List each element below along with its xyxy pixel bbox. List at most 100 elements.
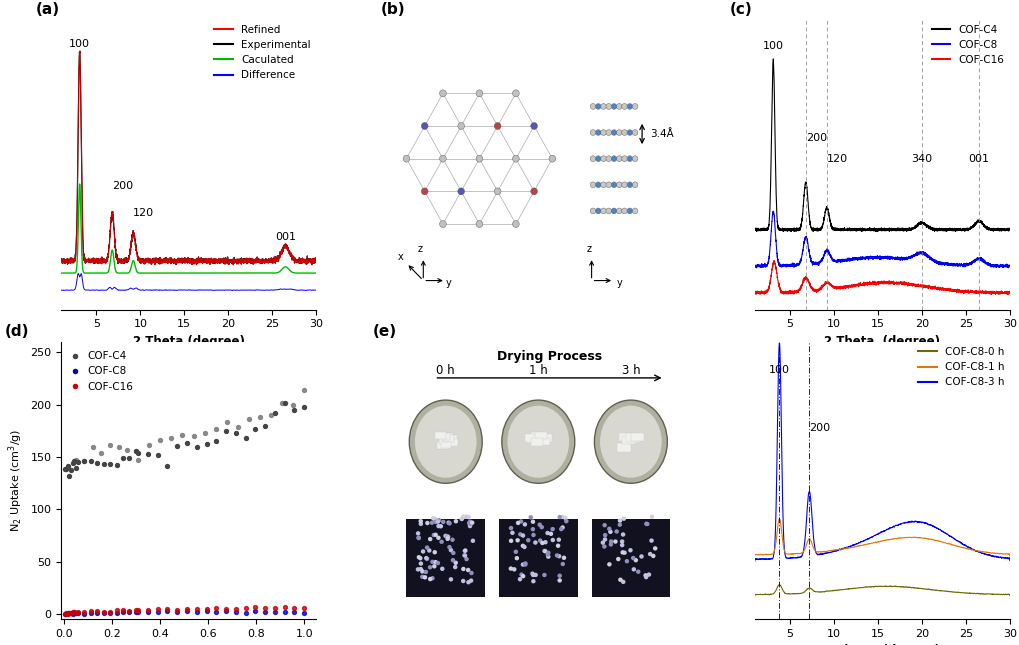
Point: [66, 607, 83, 617]
Circle shape: [545, 552, 549, 557]
Circle shape: [539, 525, 543, 530]
Point: [189, 604, 205, 614]
Point: [89, 606, 105, 616]
Point: [57, 464, 73, 475]
Point: [89, 608, 105, 618]
Point: [121, 607, 138, 617]
Point: [83, 606, 99, 617]
Circle shape: [429, 521, 434, 525]
Point: [159, 604, 175, 614]
Point: [70, 608, 87, 618]
Ellipse shape: [415, 406, 476, 478]
Point: [150, 604, 166, 615]
Circle shape: [550, 527, 554, 531]
Point: [150, 450, 166, 460]
Point: [208, 435, 224, 446]
Circle shape: [427, 548, 431, 553]
Circle shape: [602, 523, 606, 528]
Point: [240, 413, 257, 424]
Circle shape: [632, 103, 637, 109]
Circle shape: [447, 521, 451, 526]
Point: [108, 605, 124, 615]
Point: [58, 608, 74, 619]
Circle shape: [633, 558, 638, 562]
Bar: [535, 435, 547, 442]
Text: Drying Process: Drying Process: [496, 350, 601, 363]
Bar: [438, 442, 448, 450]
Point: [63, 608, 79, 619]
Circle shape: [632, 130, 637, 135]
Text: 200: 200: [112, 181, 133, 191]
Circle shape: [418, 519, 423, 523]
Point: [237, 608, 254, 618]
Point: [218, 425, 234, 435]
Legend: Refined, Experimental, Caculated, Difference: Refined, Experimental, Caculated, Differ…: [214, 25, 311, 80]
Circle shape: [611, 183, 615, 187]
Circle shape: [512, 155, 519, 162]
Circle shape: [514, 550, 518, 554]
Bar: [442, 438, 453, 445]
Text: 340: 340: [910, 154, 931, 164]
Circle shape: [516, 521, 520, 525]
Ellipse shape: [501, 400, 575, 483]
Circle shape: [628, 548, 632, 553]
Bar: [406, 519, 484, 597]
Circle shape: [521, 533, 525, 538]
Circle shape: [556, 554, 560, 559]
Point: [274, 398, 290, 408]
Circle shape: [622, 182, 627, 188]
Point: [102, 608, 118, 618]
Circle shape: [632, 208, 637, 213]
Point: [198, 439, 214, 449]
Point: [150, 607, 166, 617]
Circle shape: [416, 535, 421, 540]
Circle shape: [627, 130, 632, 135]
Circle shape: [452, 565, 457, 570]
Circle shape: [590, 155, 595, 161]
Circle shape: [556, 578, 561, 582]
Circle shape: [433, 520, 437, 524]
Circle shape: [622, 103, 627, 109]
Point: [227, 604, 244, 614]
Circle shape: [606, 526, 611, 531]
Point: [247, 606, 263, 616]
Circle shape: [540, 541, 544, 545]
Point: [115, 605, 131, 615]
Circle shape: [421, 550, 425, 553]
X-axis label: 2 Theta (degree): 2 Theta (degree): [132, 335, 245, 348]
Text: z: z: [586, 244, 591, 253]
X-axis label: 2 Theta  (degree): 2 Theta (degree): [823, 335, 940, 348]
Circle shape: [512, 221, 519, 228]
Circle shape: [515, 556, 519, 561]
Point: [163, 433, 179, 443]
Point: [96, 459, 112, 469]
Point: [227, 428, 244, 438]
Circle shape: [494, 123, 500, 130]
Circle shape: [424, 557, 429, 561]
Circle shape: [453, 561, 458, 565]
Circle shape: [448, 548, 452, 552]
Circle shape: [644, 522, 649, 526]
Circle shape: [610, 103, 616, 109]
Point: [127, 606, 144, 617]
Bar: [439, 433, 449, 440]
Circle shape: [639, 554, 643, 559]
Circle shape: [608, 539, 612, 544]
Point: [218, 604, 234, 614]
Text: (c): (c): [729, 1, 751, 17]
Text: 3 h: 3 h: [621, 364, 640, 377]
Circle shape: [564, 519, 568, 523]
Point: [61, 608, 77, 619]
Circle shape: [622, 155, 627, 161]
Circle shape: [622, 208, 627, 213]
Point: [141, 440, 157, 450]
Circle shape: [430, 576, 434, 580]
Circle shape: [436, 518, 441, 522]
Text: 120: 120: [133, 208, 154, 219]
Circle shape: [469, 571, 473, 575]
Text: 3.4Å: 3.4Å: [650, 129, 674, 139]
Point: [266, 602, 282, 613]
Circle shape: [542, 549, 547, 553]
Bar: [622, 435, 635, 444]
Bar: [531, 438, 542, 446]
